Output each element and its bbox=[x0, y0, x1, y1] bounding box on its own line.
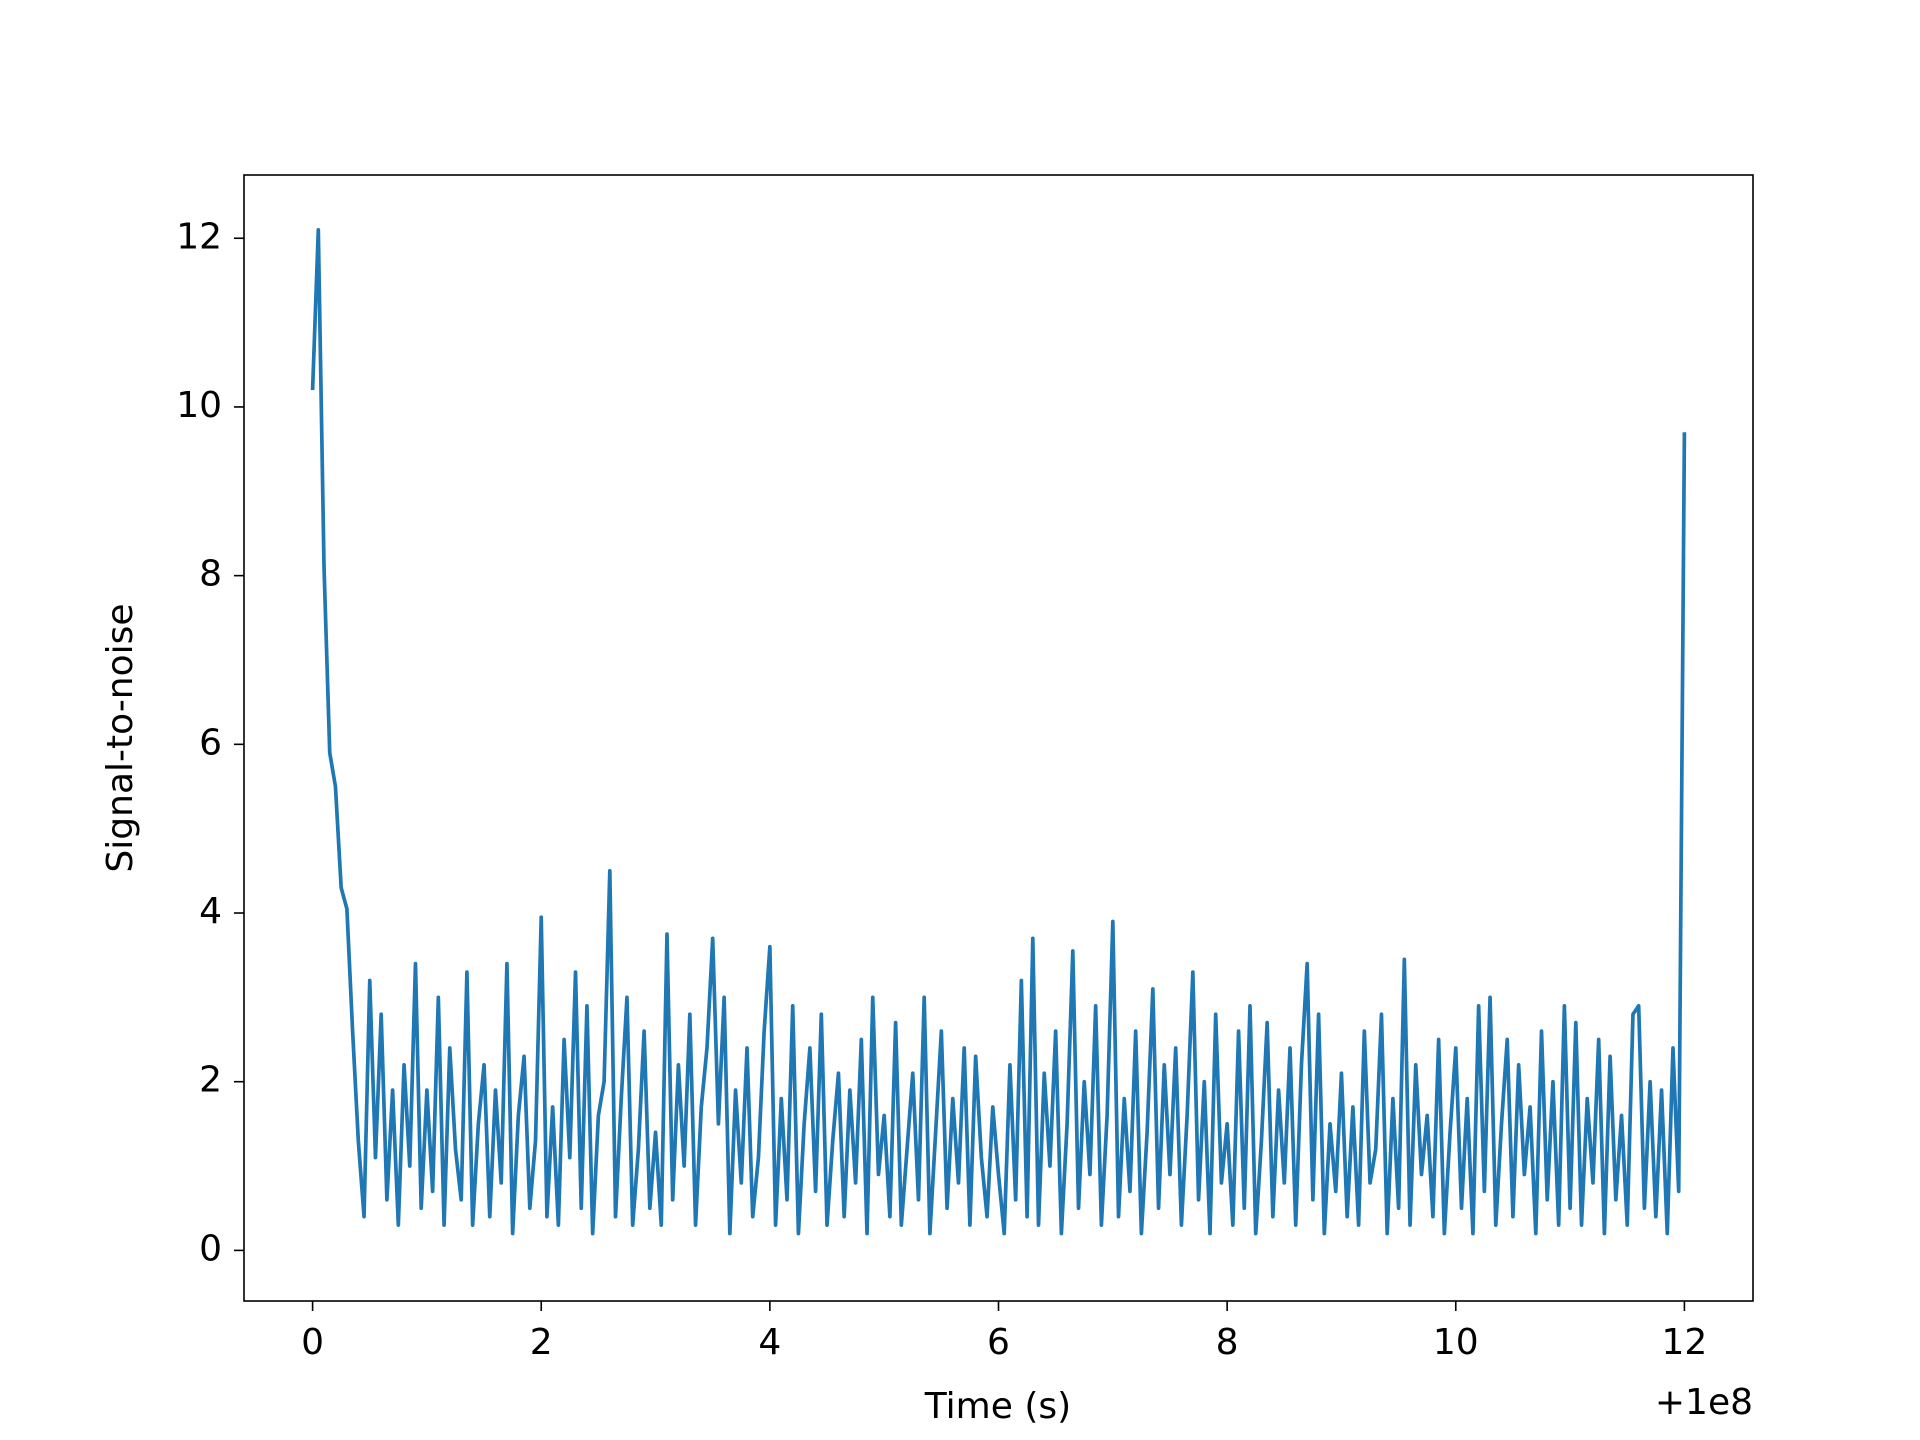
signal-line bbox=[310, 227, 1687, 1236]
y-tick-label: 6 bbox=[199, 722, 222, 763]
y-tick-label: 2 bbox=[199, 1060, 222, 1101]
x-tick-label: 4 bbox=[758, 1322, 781, 1363]
y-tick-label: 10 bbox=[176, 385, 222, 426]
x-tick-label: 12 bbox=[1662, 1322, 1708, 1363]
y-tick-label: 0 bbox=[199, 1228, 222, 1269]
x-tick-label: 8 bbox=[1216, 1322, 1239, 1363]
y-axis-label: Signal-to-noise bbox=[100, 603, 141, 872]
x-axis-label: Time (s) bbox=[924, 1386, 1071, 1427]
y-tick-label: 12 bbox=[176, 216, 222, 257]
x-tick-label: 10 bbox=[1433, 1322, 1479, 1363]
y-tick-label: 4 bbox=[199, 891, 222, 932]
y-tick-label: 8 bbox=[199, 554, 222, 595]
x-tick-label: 6 bbox=[987, 1322, 1010, 1363]
x-tick-label: 0 bbox=[301, 1322, 324, 1363]
x-offset-label: +1e8 bbox=[1655, 1382, 1753, 1423]
x-tick-label: 2 bbox=[530, 1322, 553, 1363]
